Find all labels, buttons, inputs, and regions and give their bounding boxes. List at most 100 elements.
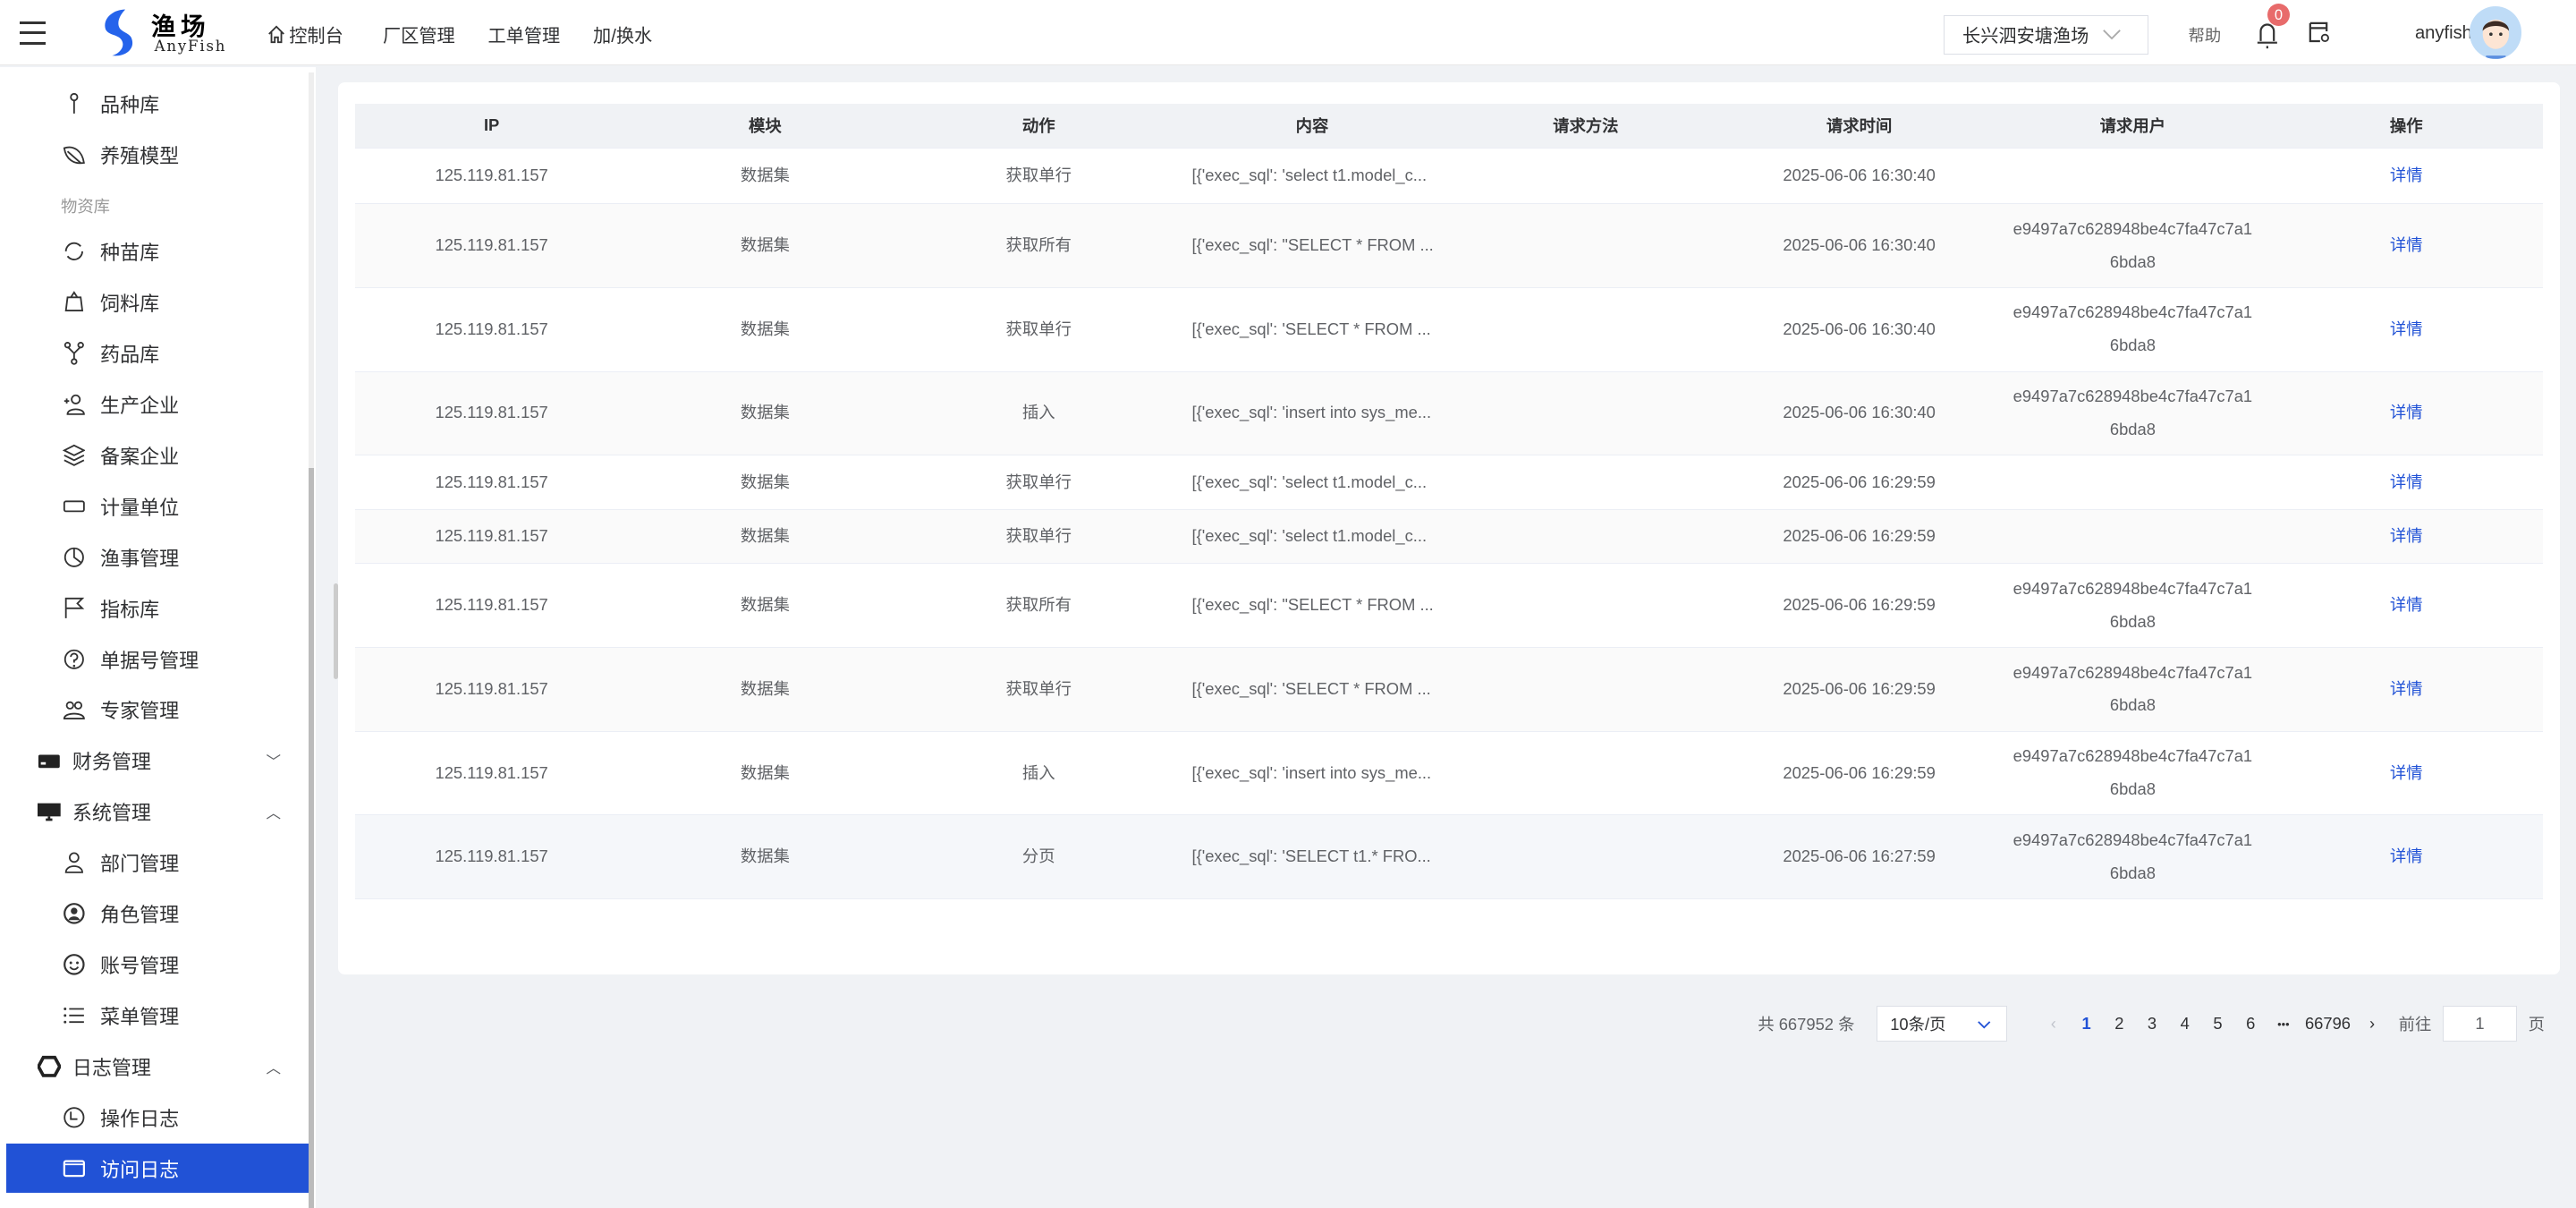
sidebar-item-label: 访问日志 [100, 1158, 180, 1181]
goto-page-input[interactable]: 1 [2443, 1006, 2517, 1042]
sidebar-item-7[interactable]: 备案企业 [0, 430, 309, 480]
detail-link[interactable]: 详情 [2389, 679, 2423, 699]
cell-op: 详情 [2269, 287, 2544, 372]
sidebar-item-4[interactable]: 饲料库 [0, 277, 309, 327]
resize-handle[interactable] [333, 583, 339, 679]
sidebar-item-10[interactable]: 指标库 [0, 583, 309, 633]
table-row: 125.119.81.157 数据集 获取所有 [{'exec_sql': "SELE… [354, 203, 2544, 288]
cell-op: 详情 [2269, 509, 2544, 565]
help-link[interactable]: 帮助 [2188, 25, 2222, 45]
sidebar-item-14[interactable]: 系统管理 ︿ [0, 787, 309, 837]
sidebar-item-8[interactable]: 计量单位 [0, 481, 309, 531]
cell-ip: 125.119.81.157 [354, 647, 629, 732]
notification-button[interactable] [2256, 20, 2282, 49]
detail-link[interactable]: 详情 [2389, 846, 2423, 866]
cell-content: [{'exec_sql': 'SELECT t1.* FRO... [1175, 814, 1449, 900]
sidebar-item-label: 药品库 [100, 343, 160, 366]
pie-icon [63, 546, 86, 569]
detail-link[interactable]: 详情 [2389, 762, 2423, 782]
sidebar-item-11[interactable]: 单据号管理 [0, 634, 309, 684]
next-page-icon[interactable]: › [2368, 1014, 2376, 1034]
sidebar-item-0[interactable]: 品种库 [0, 79, 309, 128]
sidebar-item-label: 角色管理 [100, 904, 180, 927]
settings-panel-icon[interactable] [2309, 21, 2330, 43]
table-row: 125.119.81.157 数据集 分页 [{'exec_sql': 'SELECT… [354, 814, 2544, 900]
user-icon [63, 851, 86, 874]
page-size-select[interactable]: 10条/页 [1876, 1006, 2008, 1042]
avatar[interactable] [2469, 6, 2522, 60]
sidebar-scrollbar[interactable] [309, 72, 314, 1208]
chevron-down-icon: ﹀ [266, 753, 282, 771]
sidebar-item-label: 部门管理 [100, 853, 180, 876]
sidebar-item-label: 种苗库 [100, 242, 160, 264]
sidebar-item-5[interactable]: 药品库 [0, 328, 309, 378]
last-page[interactable]: 66796 [2304, 1014, 2351, 1034]
sidebar-item-15[interactable]: 部门管理 [0, 838, 309, 888]
cell-action: 插入 [902, 731, 1176, 816]
nav-water[interactable]: 加/换水 [593, 21, 652, 47]
prev-page-icon[interactable]: ‹ [2050, 1014, 2056, 1034]
nav-plant[interactable]: 厂区管理 [383, 21, 455, 47]
farm-select-value: 长兴泗安塘渔场 [1962, 27, 2089, 47]
sidebar-item-label: 备案企业 [100, 445, 180, 468]
top-header: 渔场 AnyFish 控制台 厂区管理 工单管理 加/换水 长兴泗安塘渔场 帮助… [0, 0, 2576, 66]
chevron-up-icon: ︿ [266, 1059, 282, 1076]
nav-workorder[interactable]: 工单管理 [487, 21, 560, 47]
page-2[interactable]: 2 [2114, 1014, 2124, 1034]
page-size-value: 10条/页 [1890, 1015, 1946, 1034]
detail-link[interactable]: 详情 [2389, 235, 2423, 255]
username[interactable]: anyfish [2414, 22, 2472, 43]
sidebar-item-6[interactable]: 生产企业 [0, 379, 309, 429]
cell-time: 2025-06-06 16:30:40 [1722, 203, 1996, 288]
goto-suffix: 页 [2528, 1015, 2546, 1034]
sidebar-item-16[interactable]: 角色管理 [0, 889, 309, 939]
page-3[interactable]: 3 [2147, 1014, 2157, 1034]
cell-module: 数据集 [628, 203, 902, 288]
user-id: e9497a7c628948be4c7fa47c7a16bda8 [2012, 579, 2253, 631]
detail-link[interactable]: 详情 [2389, 595, 2423, 615]
cell-module: 数据集 [628, 814, 902, 900]
sidebar-item-19[interactable]: 日志管理 ︿ [0, 1042, 309, 1091]
sidebar-item-label: 计量单位 [100, 496, 180, 519]
sidebar-item-13[interactable]: 财务管理 ﹀ [0, 736, 309, 786]
cell-content: [{'exec_sql': 'insert into sys_me... [1175, 371, 1449, 456]
menu-toggle-icon[interactable] [20, 21, 47, 45]
cell-user: e9497a7c628948be4c7fa47c7a16bda8 [1996, 287, 2270, 372]
cell-op: 详情 [2269, 563, 2544, 649]
cell-time: 2025-06-06 16:30:40 [1722, 371, 1996, 456]
farm-select[interactable]: 长兴泗安塘渔场 [1943, 14, 2149, 55]
cell-ip: 125.119.81.157 [354, 203, 629, 288]
detail-link[interactable]: 详情 [2389, 526, 2423, 546]
cell-action: 获取单行 [902, 287, 1176, 372]
home-icon [267, 25, 284, 44]
bell-icon [2257, 23, 2277, 49]
cell-module: 数据集 [628, 287, 902, 372]
page-4[interactable]: 4 [2180, 1014, 2190, 1034]
cell-action: 插入 [902, 371, 1176, 456]
nav-label: 工单管理 [487, 26, 561, 47]
cell-method [1448, 731, 1723, 816]
page-6[interactable]: 6 [2246, 1014, 2256, 1034]
sidebar-item-12[interactable]: 专家管理 [0, 685, 309, 735]
nav-dashboard[interactable]: 控制台 [267, 21, 343, 47]
detail-link[interactable]: 详情 [2389, 166, 2423, 185]
cell-content: [{'exec_sql': 'select t1.model_c... [1175, 455, 1449, 510]
detail-link[interactable]: 详情 [2389, 472, 2423, 491]
sidebar-item-1[interactable]: 养殖模型 [0, 130, 309, 179]
sidebar-item-20[interactable]: 操作日志 [0, 1093, 309, 1142]
sidebar-item-17[interactable]: 账号管理 [0, 940, 309, 990]
table-row: 125.119.81.157 数据集 插入 [{'exec_sql': 'insert… [354, 371, 2544, 456]
cell-op: 详情 [2269, 203, 2544, 288]
page-1[interactable]: 1 [2081, 1014, 2091, 1034]
user-id: e9497a7c628948be4c7fa47c7a16bda8 [2012, 662, 2253, 715]
more-pages[interactable]: ••• [2277, 1017, 2290, 1031]
table-row: 125.119.81.157 数据集 获取单行 [{'exec_sql': 'SELE… [354, 287, 2544, 372]
sidebar-item-21[interactable]: 访问日志 [6, 1144, 309, 1194]
detail-link[interactable]: 详情 [2389, 403, 2423, 422]
sidebar-item-9[interactable]: 渔事管理 [0, 532, 309, 582]
page-5[interactable]: 5 [2213, 1014, 2223, 1034]
sidebar-item-18[interactable]: 菜单管理 [0, 991, 309, 1041]
column-header: 请求用户 [1996, 103, 2270, 149]
sidebar-item-3[interactable]: 种苗库 [0, 226, 309, 276]
detail-link[interactable]: 详情 [2389, 319, 2423, 338]
